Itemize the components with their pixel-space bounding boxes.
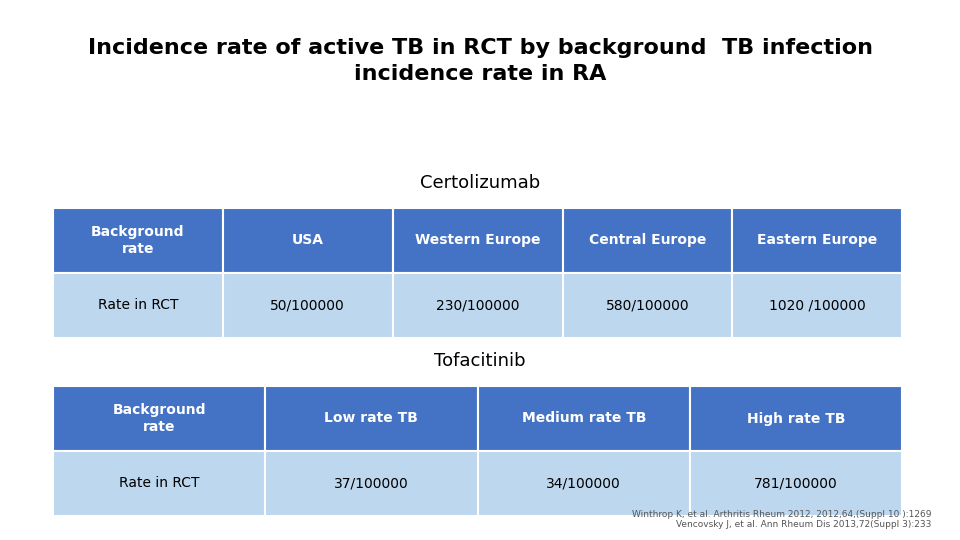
Text: Background
rate: Background rate bbox=[112, 403, 205, 434]
FancyBboxPatch shape bbox=[223, 273, 393, 338]
Text: Eastern Europe: Eastern Europe bbox=[757, 233, 877, 247]
FancyBboxPatch shape bbox=[393, 208, 563, 273]
FancyBboxPatch shape bbox=[478, 451, 690, 516]
Text: Rate in RCT: Rate in RCT bbox=[98, 298, 178, 312]
Text: Western Europe: Western Europe bbox=[415, 233, 540, 247]
Text: Tofacitinib: Tofacitinib bbox=[434, 352, 526, 370]
Text: High rate TB: High rate TB bbox=[747, 411, 846, 426]
Text: USA: USA bbox=[292, 233, 324, 247]
FancyBboxPatch shape bbox=[53, 208, 223, 273]
FancyBboxPatch shape bbox=[690, 451, 902, 516]
Text: 37/100000: 37/100000 bbox=[334, 476, 409, 490]
Text: Background
rate: Background rate bbox=[91, 225, 184, 256]
FancyBboxPatch shape bbox=[53, 386, 265, 451]
FancyBboxPatch shape bbox=[53, 273, 223, 338]
Text: Medium rate TB: Medium rate TB bbox=[521, 411, 646, 426]
FancyBboxPatch shape bbox=[478, 386, 690, 451]
Text: Certolizumab: Certolizumab bbox=[420, 174, 540, 192]
FancyBboxPatch shape bbox=[563, 208, 732, 273]
FancyBboxPatch shape bbox=[690, 386, 902, 451]
Text: Central Europe: Central Europe bbox=[588, 233, 707, 247]
Text: 781/100000: 781/100000 bbox=[755, 476, 838, 490]
FancyBboxPatch shape bbox=[732, 273, 902, 338]
Text: Low rate TB: Low rate TB bbox=[324, 411, 419, 426]
Text: 50/100000: 50/100000 bbox=[271, 298, 345, 312]
FancyBboxPatch shape bbox=[563, 273, 732, 338]
FancyBboxPatch shape bbox=[265, 386, 478, 451]
FancyBboxPatch shape bbox=[265, 451, 478, 516]
Text: Incidence rate of active TB in RCT by background  TB infection
incidence rate in: Incidence rate of active TB in RCT by ba… bbox=[87, 38, 873, 84]
Text: 580/100000: 580/100000 bbox=[606, 298, 689, 312]
FancyBboxPatch shape bbox=[732, 208, 902, 273]
FancyBboxPatch shape bbox=[53, 451, 265, 516]
Text: 34/100000: 34/100000 bbox=[546, 476, 621, 490]
FancyBboxPatch shape bbox=[223, 208, 393, 273]
Text: Rate in RCT: Rate in RCT bbox=[119, 476, 200, 490]
Text: 230/100000: 230/100000 bbox=[436, 298, 519, 312]
FancyBboxPatch shape bbox=[393, 273, 563, 338]
Text: Winthrop K, et al. Arthritis Rheum 2012, 2012,64,(Suppl 10 ):1269
Vencovsky J, e: Winthrop K, et al. Arthritis Rheum 2012,… bbox=[632, 510, 931, 529]
Text: 1020 /100000: 1020 /100000 bbox=[769, 298, 866, 312]
